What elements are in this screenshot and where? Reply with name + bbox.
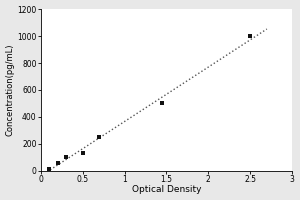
Y-axis label: Concentration(pg/mL): Concentration(pg/mL) (6, 44, 15, 136)
X-axis label: Optical Density: Optical Density (132, 185, 201, 194)
